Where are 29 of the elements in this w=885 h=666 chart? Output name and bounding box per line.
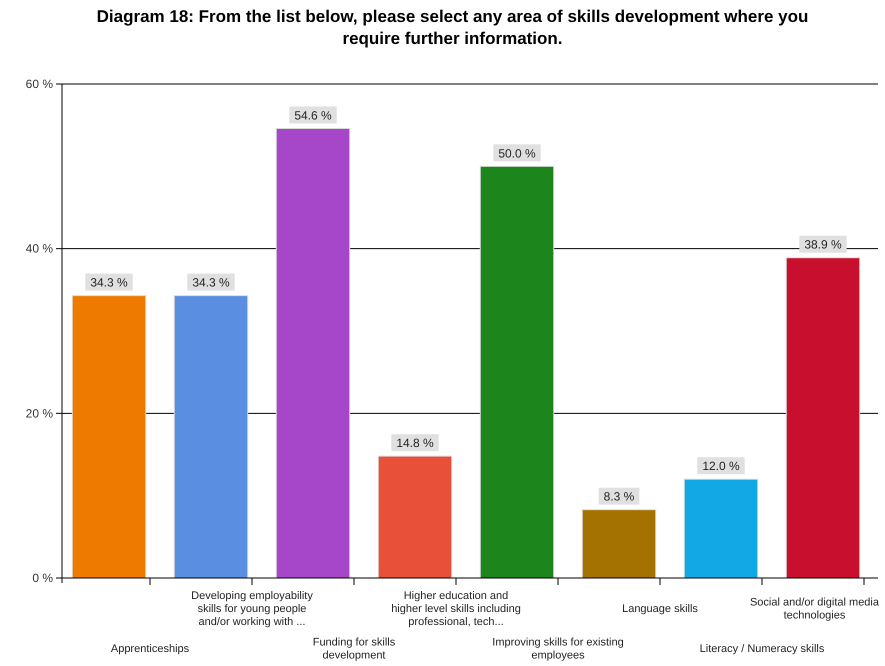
data-label: 12.0 % [702,459,740,474]
x-tick-label: Developing employability skills for young people and/or working with ... [191,590,314,628]
x-tick-label: Language skills [622,603,698,615]
bar [276,128,350,578]
data-label: 14.8 % [396,436,434,450]
x-tick-label: Literacy / Numeracy skills [700,643,825,655]
bar [174,295,248,578]
bar [378,456,452,578]
y-tick-label: 20 % [26,406,54,420]
x-tick-label: Funding for skills development [312,636,396,662]
x-tick-label: Higher education and higher level skills including professional, tech... [391,590,521,628]
x-tick-label: Apprenticeships [110,643,190,655]
bar [582,509,656,578]
data-label: 8.3 % [604,490,635,504]
data-label: 38.9 % [804,238,842,252]
bar [72,295,146,578]
x-tick-label: Social and/or digital media technologies [750,596,880,622]
bar [786,257,860,578]
chart-title: Diagram 18: From the list below, please select any area of skills development where you require further information. [96,7,808,48]
y-tick-label: 60 % [26,77,54,91]
x-tick-label: Improving skills for existing employees [492,636,624,662]
y-tick-label: 40 % [26,242,54,256]
data-label: 34.3 % [192,276,230,290]
bar [684,478,758,578]
data-label: 50.0 % [498,146,536,160]
bar [480,166,554,578]
data-label: 54.6 % [294,108,332,122]
data-label: 34.3 % [90,276,128,290]
y-tick-label: 0 % [32,571,54,585]
